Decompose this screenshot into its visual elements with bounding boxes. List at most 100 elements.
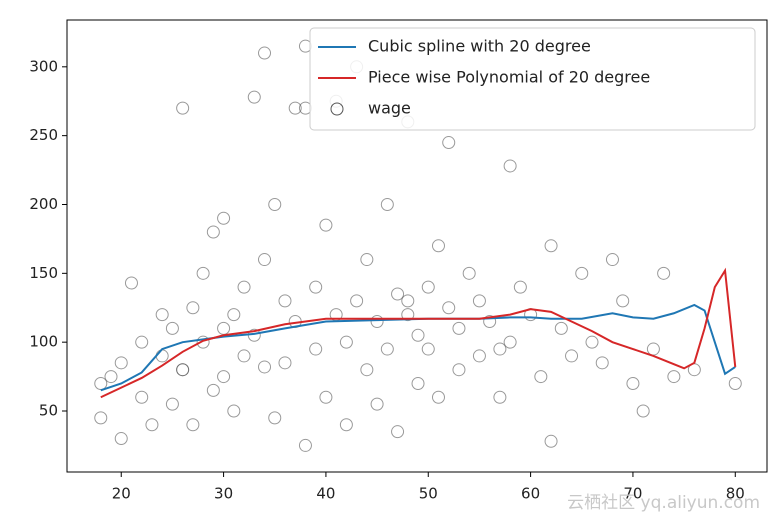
data-point	[268, 197, 282, 211]
data-point	[165, 321, 179, 335]
data-point	[217, 211, 231, 225]
data-point	[544, 434, 558, 448]
data-point	[186, 418, 200, 432]
legend-swatch	[330, 102, 344, 116]
data-point	[503, 335, 517, 349]
data-point	[237, 349, 251, 363]
data-point	[472, 294, 486, 308]
data-point	[309, 280, 323, 294]
y-tick-label: 200	[29, 195, 58, 213]
legend: Cubic spline with 20 degree Piece wise Po…	[309, 27, 756, 131]
data-point	[626, 376, 640, 390]
data-point	[309, 342, 323, 356]
data-point	[595, 356, 609, 370]
data-point	[278, 356, 292, 370]
plot-area	[94, 39, 742, 452]
data-point	[135, 335, 149, 349]
data-point	[319, 390, 333, 404]
data-point	[237, 280, 251, 294]
legend-label: Piece wise Polynomial of 20 degree	[368, 68, 650, 87]
data-point	[462, 266, 476, 280]
x-tick-label: 20	[112, 485, 131, 503]
data-point	[258, 360, 272, 374]
data-point	[124, 276, 138, 290]
y-tick-label: 50	[39, 402, 58, 420]
data-point	[431, 390, 445, 404]
data-point	[616, 294, 630, 308]
data-point	[493, 342, 507, 356]
data-point	[431, 239, 445, 253]
legend-label: wage	[368, 99, 411, 118]
data-point	[513, 280, 527, 294]
data-point	[186, 301, 200, 315]
data-point	[176, 101, 190, 115]
data-point	[217, 370, 231, 384]
x-tick-label: 70	[623, 485, 642, 503]
data-point	[104, 370, 118, 384]
data-point	[657, 266, 671, 280]
data-point	[380, 342, 394, 356]
data-point	[411, 328, 425, 342]
y-tick-label: 250	[29, 126, 58, 144]
data-point	[565, 349, 579, 363]
x-tick-label: 30	[214, 485, 233, 503]
data-point	[472, 349, 486, 363]
plot-frame	[66, 19, 768, 473]
data-point	[646, 342, 660, 356]
x-tick-label: 60	[521, 485, 540, 503]
data-point	[728, 376, 742, 390]
line-series	[100, 303, 736, 392]
data-point	[114, 356, 128, 370]
data-point	[605, 253, 619, 267]
data-point	[380, 197, 394, 211]
y-tick-label: 100	[29, 333, 58, 351]
x-tick-label: 40	[316, 485, 335, 503]
data-point	[268, 411, 282, 425]
data-point	[227, 308, 241, 322]
data-point	[319, 218, 333, 232]
data-point	[421, 280, 435, 294]
data-point	[339, 418, 353, 432]
data-point	[206, 225, 220, 239]
data-point	[503, 159, 517, 173]
data-point	[370, 315, 384, 329]
data-point	[288, 101, 302, 115]
data-point	[585, 335, 599, 349]
data-point	[278, 294, 292, 308]
data-point	[176, 363, 190, 377]
data-point	[217, 321, 231, 335]
data-point	[227, 404, 241, 418]
data-point	[155, 308, 169, 322]
data-point	[534, 370, 548, 384]
data-point	[114, 432, 128, 446]
axes: 20 30 40 50 60 70 80 50 100 150 200 250 300	[29, 57, 744, 502]
data-point	[493, 390, 507, 404]
data-point	[155, 349, 169, 363]
data-point	[135, 390, 149, 404]
data-point	[145, 418, 159, 432]
data-point	[401, 308, 415, 322]
data-point	[442, 301, 456, 315]
data-point	[411, 376, 425, 390]
data-point	[360, 253, 374, 267]
data-point	[554, 321, 568, 335]
data-point	[401, 294, 415, 308]
data-point	[94, 411, 108, 425]
data-point	[667, 370, 681, 384]
data-point	[258, 253, 272, 267]
data-point	[298, 438, 312, 452]
data-point	[544, 239, 558, 253]
data-point	[165, 397, 179, 411]
data-point	[452, 321, 466, 335]
x-tick-label: 50	[419, 485, 438, 503]
data-point	[258, 46, 272, 60]
data-point	[247, 90, 261, 104]
watermark: 云栖社区 yq.aliyun.com	[567, 493, 760, 513]
data-point	[575, 266, 589, 280]
data-point	[391, 287, 405, 301]
line-series	[100, 267, 737, 399]
data-point	[196, 335, 210, 349]
legend-box	[309, 27, 756, 131]
y-tick-label: 150	[29, 264, 58, 282]
